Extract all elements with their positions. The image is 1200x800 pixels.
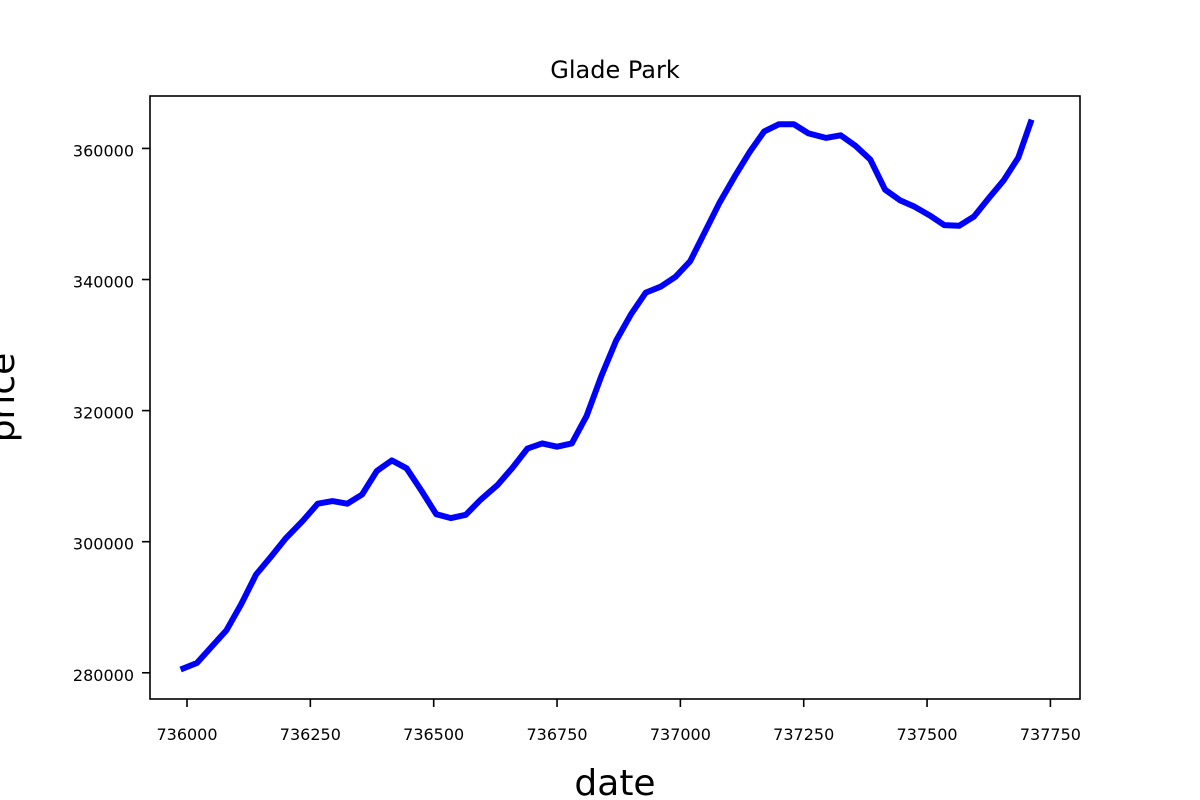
x-tick-label: 736750 xyxy=(526,725,587,744)
x-tick-label: 736500 xyxy=(403,725,464,744)
series-line-0 xyxy=(179,118,1035,673)
plot-frame xyxy=(149,95,1081,700)
y-axis-ticks: 280000 300000 320000 340000 360000 xyxy=(73,141,150,685)
x-tick-label: 737000 xyxy=(650,725,711,744)
x-tick-label: 736000 xyxy=(156,725,217,744)
x-tick-label: 737750 xyxy=(1020,725,1081,744)
y-tick-label: 320000 xyxy=(73,404,134,423)
y-tick-label: 300000 xyxy=(73,535,134,554)
y-axis-label: price xyxy=(0,353,23,443)
y-tick-label: 360000 xyxy=(73,141,134,160)
x-tick-label: 737250 xyxy=(773,725,834,744)
x-axis-ticks: 736000 736250 736500 736750 737000 737250 7375… xyxy=(156,699,1081,744)
x-tick-label: 737500 xyxy=(897,725,958,744)
y-tick-label: 280000 xyxy=(73,666,134,685)
x-axis-label: date xyxy=(574,763,655,800)
series-layer xyxy=(179,118,1035,673)
chart-title: Glade Park xyxy=(550,56,680,84)
x-tick-label: 736250 xyxy=(280,725,341,744)
y-tick-label: 340000 xyxy=(73,273,134,292)
